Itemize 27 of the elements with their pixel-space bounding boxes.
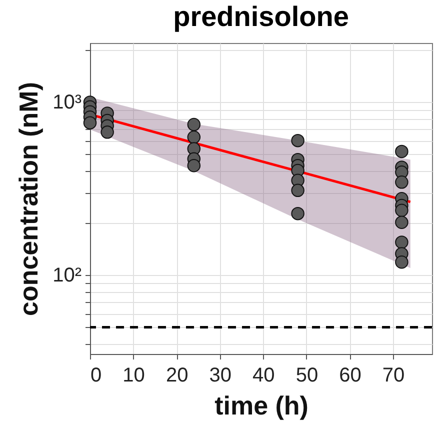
point bbox=[395, 176, 408, 189]
point bbox=[395, 255, 408, 269]
x-tick-label: 50 bbox=[296, 364, 318, 386]
x-axis-title: time (h) bbox=[214, 390, 308, 420]
point bbox=[83, 116, 97, 130]
point bbox=[395, 144, 408, 158]
x-tick-label: 20 bbox=[166, 364, 188, 386]
y-tick-label: 10³ bbox=[52, 92, 82, 114]
point bbox=[187, 130, 201, 144]
x-tick-label: 10 bbox=[122, 364, 145, 386]
point bbox=[395, 204, 408, 217]
x-tick-label: 0 bbox=[90, 364, 102, 386]
x-tick-label: 70 bbox=[382, 364, 405, 386]
x-tick-label: 40 bbox=[252, 364, 275, 386]
x-tick-label: 60 bbox=[339, 364, 362, 386]
point bbox=[187, 118, 201, 132]
point bbox=[291, 134, 304, 148]
point bbox=[395, 216, 408, 229]
point bbox=[291, 184, 304, 198]
y-axis-title: concentration (nM) bbox=[14, 82, 44, 316]
point bbox=[395, 236, 408, 249]
point bbox=[291, 206, 304, 220]
y-tick-label: 10² bbox=[52, 264, 82, 287]
chart-title: prednisolone bbox=[173, 1, 349, 32]
x-tick-label: 30 bbox=[209, 364, 232, 386]
point bbox=[187, 158, 201, 172]
point bbox=[100, 126, 114, 139]
